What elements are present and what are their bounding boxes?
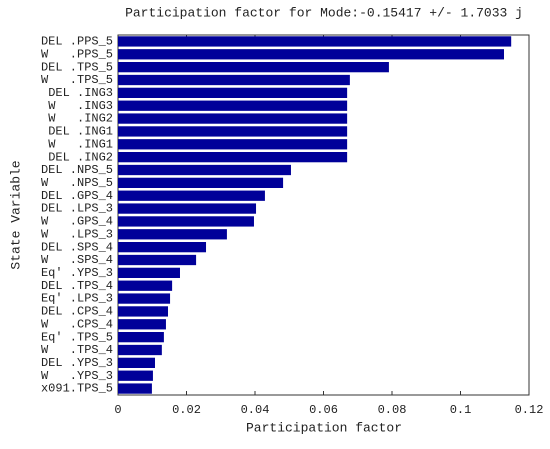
y-tick-label: DEL .ING1 [48, 125, 113, 139]
bar [118, 319, 166, 330]
y-tick-label: DEL .ING3 [48, 86, 113, 100]
bar [118, 344, 162, 356]
bar [118, 87, 348, 98]
y-tick-label: W .CPS_4 [41, 317, 113, 331]
y-tick-label: W .SPS_4 [41, 253, 113, 267]
y-tick-label: W .YPS_3 [41, 369, 113, 383]
bar [118, 49, 504, 60]
bar [118, 113, 348, 124]
x-tick-label: 0 [114, 403, 121, 417]
x-tick-label: 0.1 [450, 403, 472, 417]
y-tick-label: Eq' .LPS_3 [41, 292, 113, 306]
bar [118, 280, 173, 291]
bar [118, 370, 153, 381]
y-tick-label: DEL .CPS_4 [41, 305, 113, 319]
bar [118, 177, 284, 188]
y-tick-label: W .TPS_4 [41, 343, 113, 357]
bar [118, 242, 207, 253]
x-tick-label: 0.02 [172, 403, 201, 417]
x-tick-label: 0.06 [309, 403, 338, 417]
y-tick-label: DEL .YPS_3 [41, 356, 113, 370]
y-tick-label: DEL .PPS_5 [41, 35, 113, 49]
bar [118, 36, 512, 47]
y-tick-label: W .ING3 [48, 99, 113, 113]
x-axis-label: Participation factor [246, 420, 402, 435]
bar [118, 267, 180, 278]
bar [118, 216, 254, 227]
y-tick-label: DEL .ING2 [48, 150, 113, 164]
y-tick-label: W .LPS_3 [41, 227, 113, 241]
y-tick-label: W .PPS_5 [41, 47, 113, 61]
y-tick-label: DEL .GPS_4 [41, 189, 113, 203]
bar [118, 383, 152, 394]
x-tick-label: 0.08 [378, 403, 407, 417]
bar [118, 332, 164, 343]
bar [118, 190, 265, 201]
chart-title: Participation factor for Mode:-0.15417 +… [125, 5, 523, 20]
bar [118, 62, 389, 73]
bar [118, 357, 155, 368]
y-tick-label: DEL .TPS_4 [41, 279, 113, 293]
bar [118, 152, 348, 163]
y-tick-label: W .NPS_5 [41, 176, 113, 190]
bar [118, 100, 348, 111]
y-tick-label: W .GPS_4 [41, 215, 113, 229]
bar [118, 126, 348, 137]
x-tick-label: 0.04 [241, 403, 270, 417]
y-tick-label: Eq' .YPS_3 [41, 266, 113, 280]
y-tick-label: x091.TPS_5 [41, 382, 113, 396]
y-tick-label: Eq' .TPS_5 [41, 330, 113, 344]
y-tick-label: DEL .SPS_4 [41, 240, 113, 254]
y-tick-label: W .ING1 [48, 137, 113, 151]
y-axis-label: State Variable [8, 160, 23, 269]
bar [118, 164, 291, 176]
y-tick-label: DEL .NPS_5 [41, 163, 113, 177]
bar [118, 293, 171, 304]
y-tick-label: W .TPS_5 [41, 73, 113, 87]
y-tick-label: W .ING2 [48, 112, 113, 126]
y-tick-label: DEL .TPS_5 [41, 60, 113, 74]
bar [118, 139, 348, 150]
bar [118, 306, 169, 317]
x-tick-label: 0.12 [515, 403, 544, 417]
bar [118, 74, 350, 86]
bar [118, 229, 227, 240]
bar [118, 203, 257, 214]
y-tick-label: DEL .LPS_3 [41, 202, 113, 216]
bar [118, 254, 197, 266]
